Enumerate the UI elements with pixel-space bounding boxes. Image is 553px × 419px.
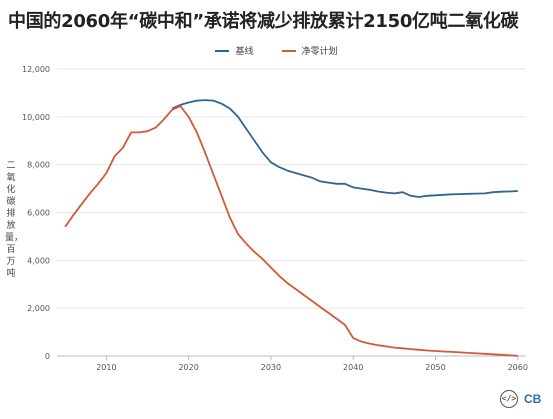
x-tick-label: 2010: [96, 363, 116, 372]
y-tick-label: 4,000: [27, 256, 50, 265]
x-tick-label: 2030: [261, 363, 281, 372]
x-tick-label: 2050: [425, 363, 445, 372]
y-tick-label: 2,000: [27, 304, 50, 313]
legend: 基线 净零计划: [0, 44, 553, 57]
series-line-0: [171, 99, 518, 198]
legend-swatch-netzero: [281, 49, 296, 52]
chart-title: 中国的2060年“碳中和”承诺将减少排放累计2150亿吨二氧化碳: [8, 11, 519, 32]
legend-label-baseline: 基线: [235, 47, 254, 57]
carbon-brief-logo: CB: [524, 392, 542, 406]
footer: </> CB: [500, 390, 541, 408]
x-tick-label: 2040: [343, 363, 363, 372]
y-tick-label: 0: [45, 352, 50, 361]
y-axis-label: 二氧化碳排放量，百万吨: [5, 161, 24, 279]
x-tick-label: 2060: [508, 363, 528, 372]
y-tick-label: 10,000: [22, 113, 50, 122]
y-tick-label: 8,000: [27, 161, 50, 170]
y-tick-label: 6,000: [27, 209, 50, 218]
y-tick-label: 12,000: [22, 65, 50, 74]
embed-code-icon[interactable]: </>: [500, 390, 518, 408]
x-tick-label: 2020: [178, 363, 198, 372]
legend-item-netzero: 净零计划: [281, 44, 338, 57]
series-line-1: [64, 105, 518, 357]
legend-item-baseline: 基线: [215, 44, 254, 57]
legend-swatch-baseline: [215, 49, 230, 52]
legend-label-netzero: 净零计划: [301, 47, 338, 57]
